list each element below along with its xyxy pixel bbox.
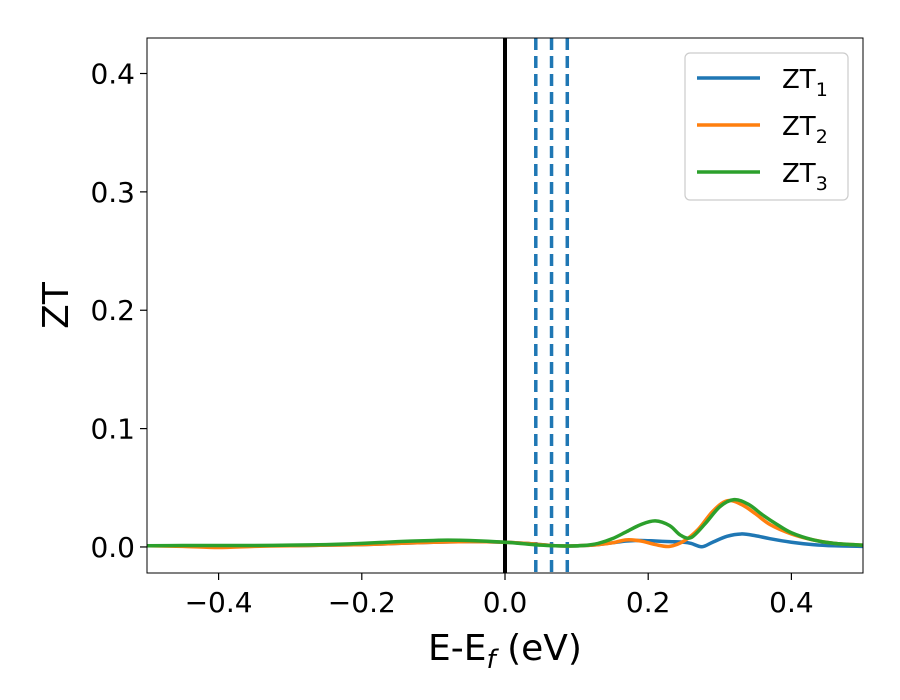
- x-tick-label: 0.2: [626, 586, 671, 619]
- y-tick-label: 0.2: [90, 294, 135, 327]
- legend-box: [684, 52, 849, 201]
- vertical-lines: [503, 38, 570, 573]
- x-tick-label: 0.4: [769, 586, 814, 619]
- x-tick-label: 0.0: [483, 586, 528, 619]
- legend-label-3: ZT3: [782, 159, 828, 195]
- series-group: [147, 497, 863, 550]
- y-axis-label: ZT: [36, 281, 77, 329]
- y-tick-label: 0.3: [90, 176, 135, 209]
- y-tick-label: 0.4: [90, 58, 135, 91]
- series-line-3: [147, 497, 863, 548]
- legend-label-2: ZT2: [782, 112, 828, 148]
- y-tick-label: 0.0: [90, 531, 135, 564]
- x-tick-label: −0.4: [185, 586, 253, 619]
- x-axis-ticks: −0.4 −0.2 0.0 0.2 0.4: [185, 573, 814, 619]
- legend-label-1: ZT1: [782, 65, 828, 101]
- legend: ZT1 ZT2 ZT3: [684, 52, 849, 201]
- y-axis-ticks: 0.0 0.1 0.2 0.3 0.4: [90, 58, 147, 564]
- x-axis-label: E-Ef (eV): [428, 628, 582, 675]
- x-tick-label: −0.2: [328, 586, 396, 619]
- y-tick-label: 0.1: [90, 413, 135, 446]
